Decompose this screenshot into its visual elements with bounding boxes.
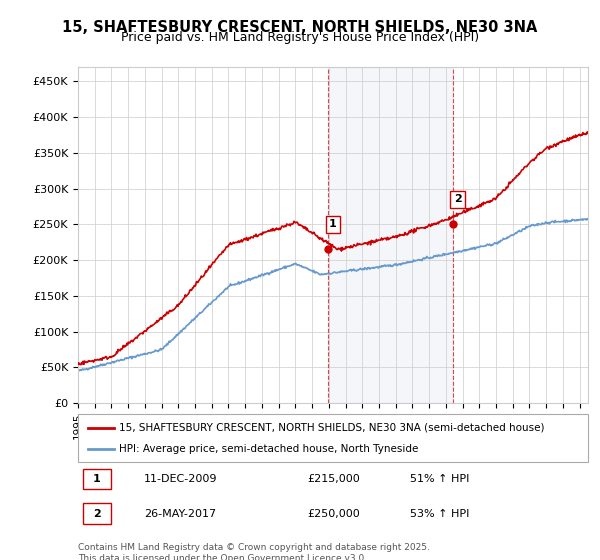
Text: 15, SHAFTESBURY CRESCENT, NORTH SHIELDS, NE30 3NA: 15, SHAFTESBURY CRESCENT, NORTH SHIELDS,…	[62, 20, 538, 35]
Text: 11-DEC-2009: 11-DEC-2009	[145, 474, 218, 484]
Text: HPI: Average price, semi-detached house, North Tyneside: HPI: Average price, semi-detached house,…	[119, 444, 418, 454]
Text: 15, SHAFTESBURY CRESCENT, NORTH SHIELDS, NE30 3NA (semi-detached house): 15, SHAFTESBURY CRESCENT, NORTH SHIELDS,…	[119, 423, 544, 433]
Text: 1: 1	[329, 220, 337, 230]
Text: 1: 1	[93, 474, 101, 484]
Text: 53% ↑ HPI: 53% ↑ HPI	[409, 508, 469, 519]
FancyBboxPatch shape	[83, 503, 111, 524]
Bar	[328, 67, 452, 403]
Text: £215,000: £215,000	[308, 474, 360, 484]
FancyBboxPatch shape	[78, 414, 588, 462]
Text: Price paid vs. HM Land Registry's House Price Index (HPI): Price paid vs. HM Land Registry's House …	[121, 31, 479, 44]
Text: 26-MAY-2017: 26-MAY-2017	[145, 508, 217, 519]
Text: 2: 2	[93, 508, 101, 519]
FancyBboxPatch shape	[83, 469, 111, 489]
Text: 2: 2	[454, 194, 461, 204]
Text: Contains HM Land Registry data © Crown copyright and database right 2025.
This d: Contains HM Land Registry data © Crown c…	[78, 543, 430, 560]
Text: £250,000: £250,000	[308, 508, 360, 519]
Text: 51% ↑ HPI: 51% ↑ HPI	[409, 474, 469, 484]
